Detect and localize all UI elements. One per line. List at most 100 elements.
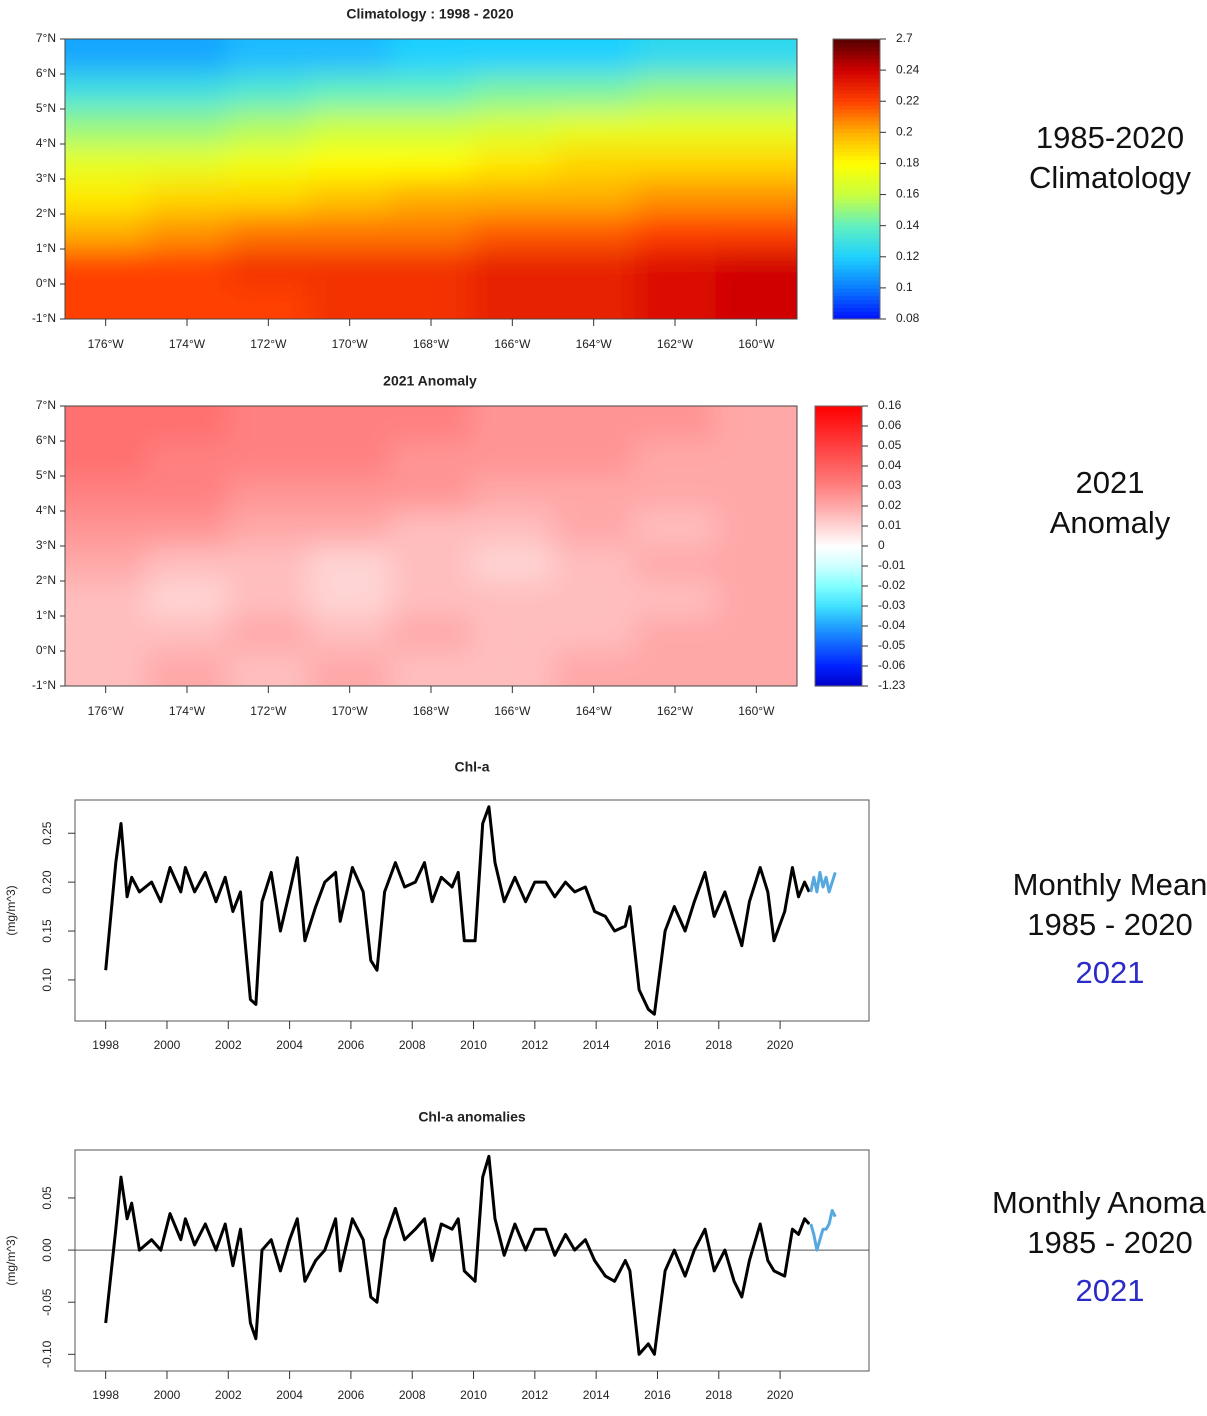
heat-cell: [471, 476, 554, 512]
y-tick-label: 7°N: [36, 398, 56, 412]
heat-cell: [146, 214, 229, 250]
y-tick-label: 1°N: [36, 241, 56, 255]
x-tick-label: 174°W: [169, 704, 206, 718]
heat-cell: [471, 74, 554, 110]
colorbar-segment: [815, 613, 862, 617]
colorbar-segment: [833, 241, 880, 246]
heat-cell: [553, 109, 636, 145]
colorbar-segment: [833, 58, 880, 63]
colorbar-tick-label: 0.1: [896, 280, 913, 294]
colorbar-segment: [815, 446, 862, 450]
colorbar-segment: [833, 89, 880, 95]
heat-cell: [715, 249, 797, 285]
heat-cell: [553, 406, 636, 442]
heat-cell: [227, 511, 310, 547]
y-tick-label: 7°N: [36, 31, 56, 45]
colorbar-segment: [833, 46, 880, 52]
colorbar-segment: [833, 295, 880, 301]
field: [65, 406, 797, 686]
colorbar-segment: [815, 611, 862, 615]
x-tick-label: 2018: [705, 1038, 732, 1052]
heat-cell: [146, 441, 229, 477]
colorbar-segment: [833, 54, 880, 60]
colorbar-segment: [833, 198, 880, 203]
colorbar-segment: [815, 543, 862, 547]
colorbar-segment: [815, 558, 862, 562]
colorbar-segment: [833, 311, 880, 316]
colorbar-segment: [833, 194, 880, 200]
colorbar-segment: [815, 428, 862, 432]
heat-cell: [227, 249, 310, 285]
x-tick-label: 160°W: [738, 704, 775, 718]
colorbar-segment: [815, 598, 862, 602]
heat-cell: [715, 546, 797, 582]
heat-cell: [65, 74, 148, 110]
colorbar-segment: [815, 433, 862, 437]
heat-cell: [715, 214, 797, 250]
colorbar-segment: [815, 508, 862, 512]
heat-cell: [309, 144, 392, 180]
chart-title: Chl-a: [455, 759, 490, 775]
field: [65, 39, 797, 319]
colorbar-segment: [815, 553, 862, 557]
y-tick-label: 0.05: [40, 1186, 54, 1210]
colorbar-segment: [815, 671, 862, 675]
colorbar-segment: [815, 486, 862, 490]
heat-cell: [65, 511, 148, 547]
colorbar-segment: [815, 458, 862, 462]
heat-cell: [471, 406, 554, 442]
colorbar-segment: [815, 648, 862, 652]
colorbar-segment: [815, 581, 862, 585]
colorbar-segment: [815, 601, 862, 605]
heat-cell: [227, 441, 310, 477]
heat-cell: [553, 249, 636, 285]
colorbar-segment: [833, 136, 880, 141]
y-tick-label: 0.00: [40, 1238, 54, 1262]
heat-cell: [715, 616, 797, 652]
heat-cell: [227, 39, 310, 75]
colorbar-segment: [815, 673, 862, 677]
colorbar-segment: [815, 526, 862, 530]
colorbar-segment: [815, 438, 862, 442]
colorbar-segment: [833, 315, 880, 320]
colorbar-tick-label: 0: [878, 538, 885, 552]
x-tick-label: 1998: [92, 1038, 119, 1052]
legend-label: 2021: [1076, 955, 1145, 990]
colorbar-segment: [815, 536, 862, 540]
heat-cell: [390, 651, 473, 686]
heat-cell: [65, 581, 148, 617]
colorbar-segment: [815, 516, 862, 520]
heat-cell: [309, 249, 392, 285]
x-tick-label: 172°W: [250, 704, 287, 718]
colorbar-segment: [815, 513, 862, 517]
heat-cell: [553, 214, 636, 250]
heatmap-panel: 176°W 174°W 172°W 170°W 168°W 166°W 164°W 162°W…: [32, 31, 920, 351]
colorbar-tick-label: -0.03: [878, 598, 906, 612]
colorbar-tick-label: -0.05: [878, 638, 906, 652]
heat-cell: [634, 546, 717, 582]
y-tick-label: 6°N: [36, 66, 56, 80]
colorbar-segment: [815, 466, 862, 470]
panel-label: 2021: [1076, 465, 1145, 500]
heat-cell: [634, 476, 717, 512]
colorbar-segment: [815, 556, 862, 560]
colorbar-tick-label: 0.14: [896, 218, 920, 232]
heat-cell: [65, 214, 148, 250]
heat-cell: [65, 406, 148, 442]
heat-cell: [715, 144, 797, 180]
heat-cell: [390, 476, 473, 512]
x-tick-label: 166°W: [494, 337, 531, 351]
colorbar-segment: [833, 42, 880, 48]
colorbar-segment: [815, 626, 862, 630]
colorbar-segment: [815, 633, 862, 637]
y-tick-label: 0.15: [40, 919, 54, 943]
heat-cell: [471, 179, 554, 215]
colorbar-segment: [833, 97, 880, 102]
heat-cell: [634, 441, 717, 477]
heat-cell: [715, 179, 797, 215]
heat-cell: [390, 511, 473, 547]
heat-cell: [309, 109, 392, 145]
colorbar-segment: [815, 548, 862, 552]
colorbar-segment: [815, 653, 862, 657]
